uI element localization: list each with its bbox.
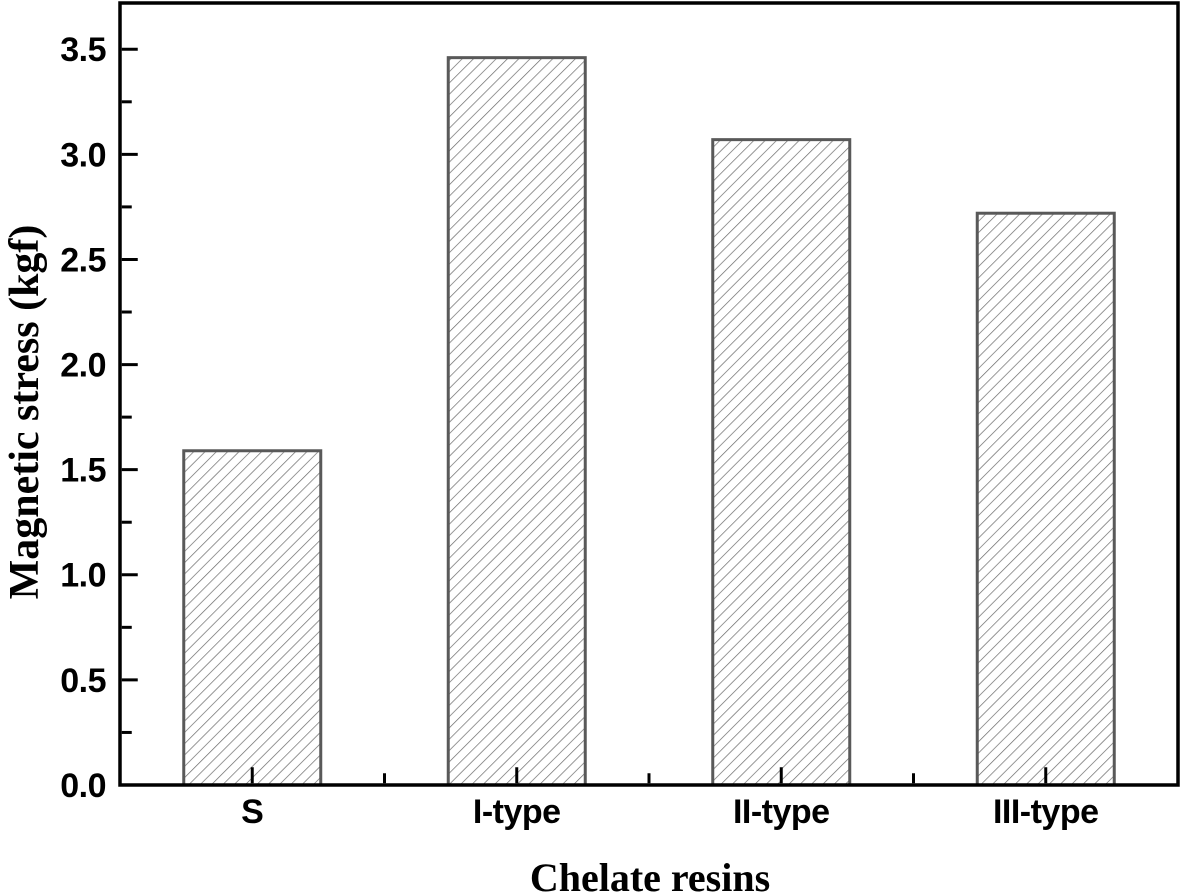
x-category-label: I-type	[473, 793, 561, 831]
x-category-label: S	[241, 793, 263, 831]
x-category-label: II-type	[733, 793, 830, 831]
y-tick-label: 1.0	[60, 557, 106, 595]
y-tick-label: 0.5	[60, 662, 106, 700]
y-tick-label: 3.5	[60, 31, 106, 69]
y-tick-label: 3.0	[60, 136, 106, 174]
plot-border	[118, 1, 1180, 787]
y-tick-label: 2.0	[60, 346, 106, 384]
x-category-label: III-type	[993, 793, 1099, 831]
bar-I-type	[446, 56, 587, 787]
y-tick-label: 2.5	[60, 241, 106, 279]
bar-II-type	[711, 138, 852, 787]
bar-III-type	[975, 211, 1116, 787]
y-tick-label: 0.0	[60, 767, 106, 805]
bar-S	[182, 449, 323, 787]
x-axis-title: Chelate resins	[529, 855, 771, 895]
y-axis-title: Magnetic stress (kgf)	[2, 224, 48, 600]
y-tick-label: 1.5	[60, 452, 106, 490]
